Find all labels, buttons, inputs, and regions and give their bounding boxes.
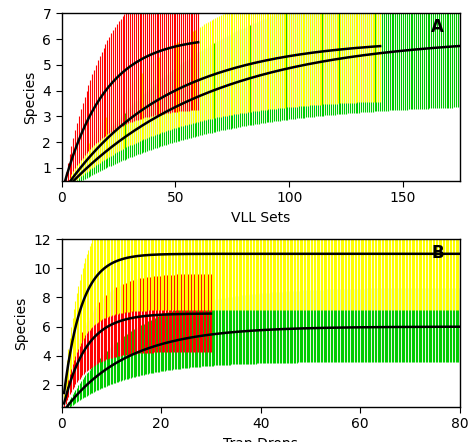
- Text: A: A: [431, 18, 444, 36]
- X-axis label: Trap Drops: Trap Drops: [223, 437, 298, 442]
- Text: B: B: [431, 244, 444, 262]
- X-axis label: VLL Sets: VLL Sets: [231, 211, 290, 225]
- Y-axis label: Species: Species: [23, 70, 37, 124]
- Y-axis label: Species: Species: [14, 296, 28, 350]
